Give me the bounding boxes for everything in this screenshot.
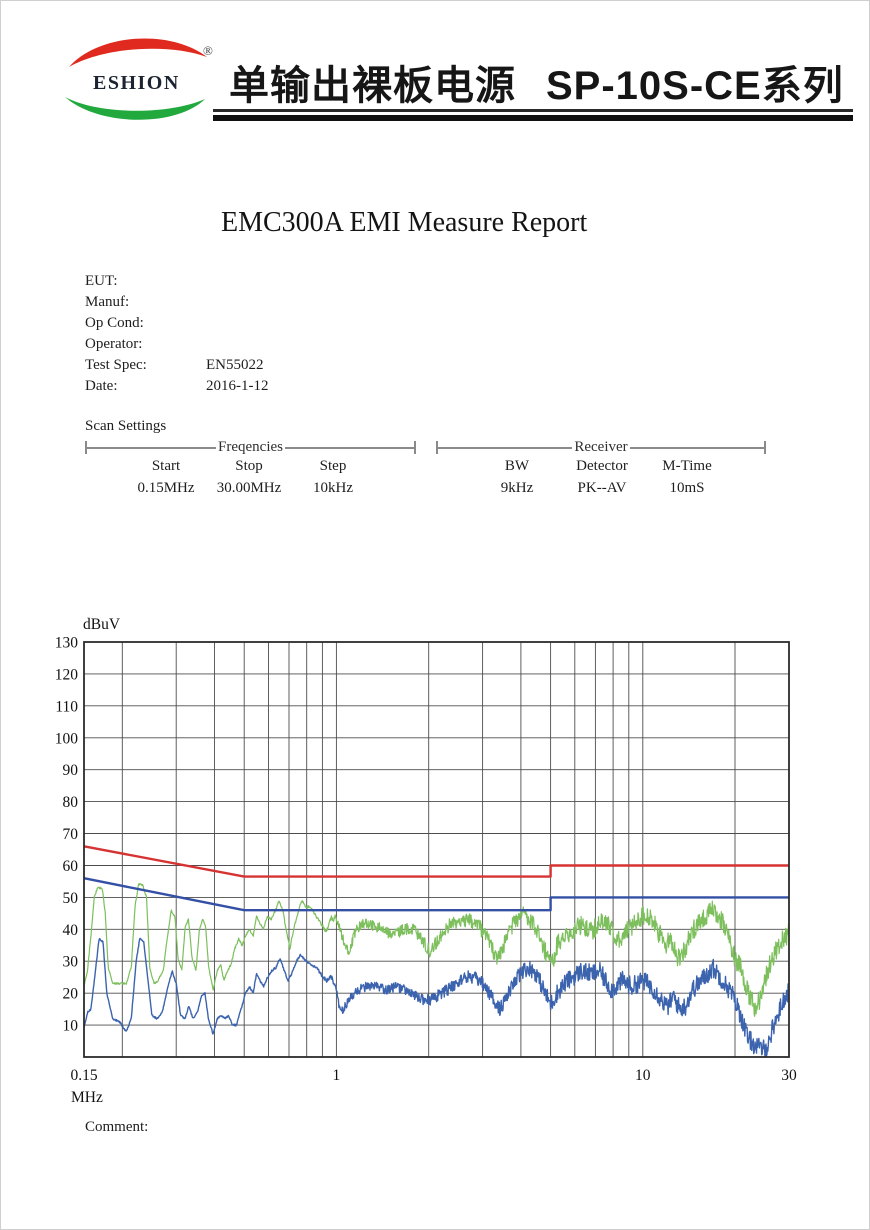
- value-step: 10kHz: [313, 480, 353, 496]
- value-stop: 30.00MHz: [216, 480, 282, 496]
- value-mtime: 10mS: [669, 480, 705, 496]
- y-tick-label: 100: [55, 730, 79, 747]
- x-tick-label: 1: [333, 1067, 341, 1084]
- y-tick-label: 30: [63, 954, 79, 971]
- y-tick-label: 70: [63, 826, 79, 843]
- receiver-bracket: Receiver: [436, 439, 766, 455]
- y-tick-label: 130: [55, 635, 79, 652]
- plot-border: [83, 641, 790, 1058]
- report-title: EMC300A EMI Measure Report: [221, 207, 588, 238]
- y-tick-label: 20: [63, 986, 79, 1003]
- series-av-limit: [83, 877, 789, 912]
- col-header-bw: BW: [504, 458, 530, 474]
- value-detector: PK--AV: [577, 480, 627, 496]
- frequencies-bracket: Freqencies: [85, 439, 417, 455]
- receiver-group-label: Receiver: [574, 439, 628, 455]
- field-value: 2016-1-12: [206, 378, 269, 394]
- field-label: Op Cond:: [85, 315, 144, 331]
- col-header-stop: Stop: [235, 458, 263, 474]
- col-header-start: Start: [151, 458, 181, 474]
- field-label: Operator:: [85, 336, 143, 352]
- y-tick-label: 60: [63, 858, 79, 875]
- field-test-spec: Test Spec: EN55022: [85, 357, 264, 378]
- field-operator: Operator:: [85, 336, 206, 357]
- logo-red-swoosh: [69, 38, 207, 67]
- y-tick-label: 40: [63, 922, 79, 939]
- series-peak-trace: [84, 883, 789, 1017]
- scan-group-receiver: Receiver BW Detector M-Time 9kHz PK--AV …: [436, 439, 766, 503]
- series-qp-limit: [83, 845, 789, 878]
- logo-brand-text: ESHION: [93, 72, 180, 94]
- y-tick-label: 10: [63, 1018, 79, 1035]
- y-tick-label: 110: [55, 698, 78, 715]
- field-label: EUT:: [85, 273, 118, 289]
- header-series-title: SP-10S-CE系列: [546, 64, 844, 108]
- series-average-trace: [84, 937, 789, 1057]
- header-divider: [213, 109, 853, 121]
- field-date: Date: 2016-1-12: [85, 378, 269, 399]
- eshion-logo: ESHION ®: [65, 38, 213, 120]
- registered-trademark-icon: ®: [203, 43, 213, 58]
- x-axis-unit-label: MHz: [71, 1089, 103, 1106]
- field-manuf: Manuf:: [85, 294, 206, 315]
- y-tick-label: 80: [63, 794, 79, 811]
- col-header-step: Step: [319, 458, 347, 474]
- value-start: 0.15MHz: [137, 480, 195, 496]
- comment-label: Comment:: [85, 1119, 149, 1135]
- header-product-title: 单输出裸板电源: [229, 64, 516, 108]
- y-tick-label: 50: [63, 890, 79, 907]
- field-label: Manuf:: [85, 294, 130, 310]
- frequencies-group-label: Freqencies: [218, 439, 283, 455]
- scan-group-frequencies: Freqencies Start Stop Step 0.15MHz 30.00…: [85, 439, 417, 503]
- col-header-detector: Detector: [576, 458, 628, 474]
- logo-green-swoosh: [65, 97, 205, 120]
- y-tick-label: 90: [63, 762, 79, 779]
- x-tick-label: 30: [781, 1067, 797, 1084]
- x-tick-label: 0.15: [70, 1067, 97, 1084]
- y-axis-unit-label: dBuV: [83, 616, 121, 633]
- x-tick-label: 10: [635, 1067, 651, 1084]
- field-value: EN55022: [206, 357, 264, 373]
- value-bw: 9kHz: [500, 480, 534, 496]
- field-label: Date:: [85, 378, 118, 394]
- field-eut: EUT:: [85, 273, 206, 294]
- field-op-cond: Op Cond:: [85, 315, 206, 336]
- field-label: Test Spec:: [85, 357, 147, 373]
- y-tick-label: 120: [55, 666, 79, 683]
- col-header-mtime: M-Time: [662, 458, 712, 474]
- scan-settings-heading: Scan Settings: [85, 418, 167, 434]
